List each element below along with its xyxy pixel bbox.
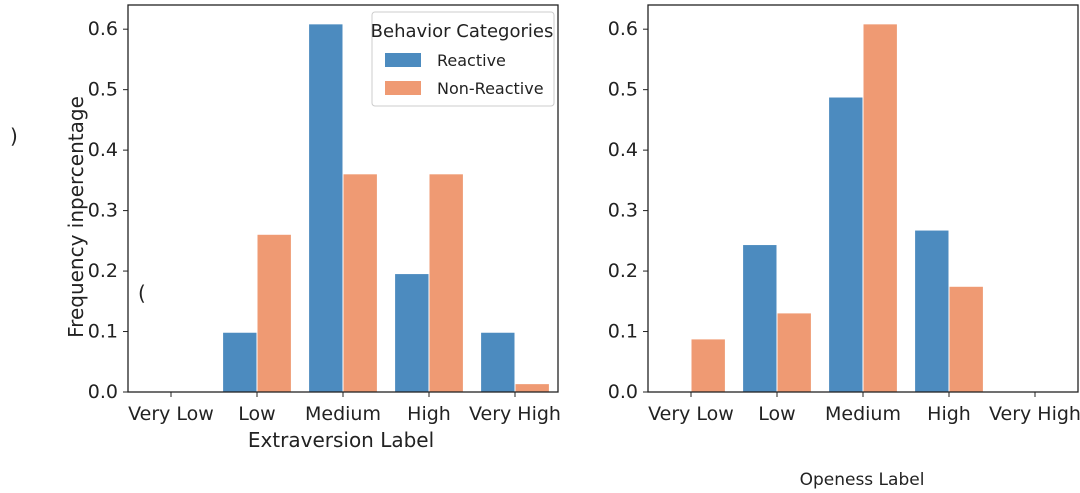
bar-non-reactive-low [777,313,811,392]
bar-non-reactive-medium [343,174,377,392]
extraversion-chart: Frequency inpercentage Extraversion Labe… [64,4,561,452]
x-tick-label: Low [758,403,795,425]
bar-reactive-low [743,245,777,392]
x-axis-label: Extraversion Label [248,428,434,452]
y-axis-label: Frequency inpercentage [64,96,88,338]
x-tick-label: Medium [305,403,381,425]
bar-non-reactive-high [429,174,463,392]
x-ticks: Very Low Low Medium High Very High [128,392,561,425]
legend: Behavior Categories Reactive Non-Reactiv… [371,11,555,107]
y-tick-label: 0.3 [608,200,638,222]
bar-non-reactive-very-high [515,384,549,392]
x-tick-label: Very Low [648,403,734,425]
bar-non-reactive-low [257,234,291,392]
bar-non-reactive-very-low [691,339,725,392]
y-tick-label: 0.2 [88,260,118,282]
bar-reactive-high [915,230,949,392]
x-tick-label: High [927,403,971,425]
legend-title: Behavior Categories [371,21,554,42]
bar-reactive-medium [309,24,343,392]
x-tick-label: High [407,403,451,425]
stray-paren-small: ( [138,281,146,305]
y-tick-label: 0.1 [608,321,638,343]
bar-reactive-very-high [481,332,515,392]
bar-reactive-high [395,274,429,392]
x-tick-label: Very Low [128,403,214,425]
x-ticks: Very Low Low Medium High Very High [648,392,1080,425]
x-tick-label: Very High [469,403,561,425]
legend-label-reactive: Reactive [437,51,506,70]
y-tick-label: 0.5 [88,79,118,101]
plot-frame [647,4,1079,393]
x-axis-label: Openess Label [800,470,925,490]
y-ticks: 0.0 0.1 0.2 0.3 0.4 0.5 0.6 [608,18,648,403]
y-tick-label: 0.2 [608,260,638,282]
y-ticks: 0.0 0.1 0.2 0.3 0.4 0.5 0.6 [88,18,128,403]
y-tick-label: 0.0 [88,381,118,403]
y-tick-label: 0.4 [608,139,638,161]
bar-reactive-medium [829,97,863,393]
y-tick-label: 0.6 [608,18,638,40]
y-tick-label: 0.1 [88,321,118,343]
stray-paren-left: ) [10,124,18,148]
y-tick-label: 0.6 [88,18,118,40]
bar-non-reactive-high [949,286,983,392]
bars [691,24,983,393]
bars [223,24,549,392]
y-tick-label: 0.5 [608,79,638,101]
bar-reactive-low [223,332,257,392]
y-tick-label: 0.0 [608,381,638,403]
y-tick-label: 0.4 [88,139,118,161]
legend-label-non-reactive: Non-Reactive [437,79,544,98]
bar-non-reactive-medium [863,24,897,392]
y-tick-label: 0.3 [88,200,118,222]
legend-swatch-reactive [385,53,421,67]
x-tick-label: Very High [989,403,1080,425]
x-tick-label: Low [238,403,275,425]
legend-swatch-non-reactive [385,81,421,95]
x-tick-label: Medium [825,403,901,425]
openess-chart: Openess Label 0.0 0.1 0.2 0.3 0.4 0.5 0.6 Very… [608,4,1080,490]
plot-frame [127,4,559,393]
